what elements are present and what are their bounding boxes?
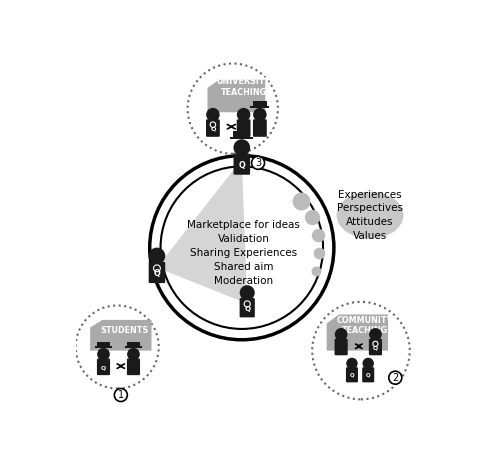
Text: Q: Q: [350, 373, 354, 378]
FancyBboxPatch shape: [369, 339, 382, 356]
Bar: [250, 106, 270, 108]
Text: 3: 3: [255, 158, 261, 168]
Text: COMMUNITY
TEACHING: COMMUNITY TEACHING: [336, 316, 392, 335]
Bar: [124, 346, 142, 348]
FancyBboxPatch shape: [234, 154, 250, 175]
Circle shape: [237, 108, 250, 121]
Text: 2: 2: [392, 373, 398, 383]
FancyBboxPatch shape: [97, 358, 110, 375]
Point: [312, 267, 320, 275]
Circle shape: [240, 285, 255, 300]
FancyBboxPatch shape: [236, 119, 250, 137]
Point: [316, 250, 324, 257]
Text: Q: Q: [244, 306, 250, 311]
Ellipse shape: [336, 192, 404, 239]
Polygon shape: [326, 315, 388, 351]
Text: Q: Q: [154, 269, 160, 278]
Circle shape: [362, 358, 374, 369]
Circle shape: [369, 328, 382, 340]
FancyBboxPatch shape: [148, 262, 165, 283]
Text: Q: Q: [366, 373, 370, 378]
FancyBboxPatch shape: [206, 119, 220, 137]
FancyBboxPatch shape: [346, 367, 358, 382]
Circle shape: [76, 305, 158, 388]
Bar: [94, 346, 112, 348]
Circle shape: [252, 156, 264, 169]
Text: Q: Q: [373, 345, 378, 350]
Text: Q: Q: [210, 126, 216, 131]
Circle shape: [234, 139, 250, 156]
Circle shape: [335, 328, 347, 340]
Polygon shape: [208, 80, 266, 112]
FancyBboxPatch shape: [334, 339, 347, 356]
Text: Experiences
Perspectives
Attitudes
Values: Experiences Perspectives Attitudes Value…: [337, 190, 403, 241]
Point: [298, 197, 306, 204]
Circle shape: [97, 348, 110, 361]
Text: 1: 1: [118, 390, 124, 400]
Circle shape: [188, 63, 278, 154]
Bar: [230, 136, 254, 139]
Circle shape: [127, 348, 140, 361]
Circle shape: [148, 248, 166, 264]
Bar: [253, 101, 266, 106]
Text: Marketplace for ideas
Validation
Sharing Experiences
Shared aim
Moderation: Marketplace for ideas Validation Sharing…: [187, 220, 300, 286]
Point: [308, 213, 316, 221]
Circle shape: [346, 358, 358, 369]
Polygon shape: [157, 159, 247, 303]
Bar: [234, 131, 250, 136]
Text: Q: Q: [238, 160, 245, 170]
Point: [314, 231, 322, 239]
Circle shape: [206, 108, 220, 121]
FancyBboxPatch shape: [362, 367, 374, 382]
Bar: [127, 342, 140, 346]
Text: STUDENTS: STUDENTS: [100, 325, 148, 334]
Text: UNIVERSITY
TEACHING: UNIVERSITY TEACHING: [216, 77, 270, 97]
Bar: [97, 342, 110, 346]
FancyBboxPatch shape: [127, 358, 140, 375]
Text: Q: Q: [101, 365, 106, 370]
FancyBboxPatch shape: [253, 119, 267, 137]
Circle shape: [114, 388, 128, 401]
FancyBboxPatch shape: [240, 298, 255, 318]
Circle shape: [389, 371, 402, 384]
Polygon shape: [90, 320, 152, 351]
Circle shape: [312, 302, 410, 400]
Circle shape: [253, 108, 266, 121]
